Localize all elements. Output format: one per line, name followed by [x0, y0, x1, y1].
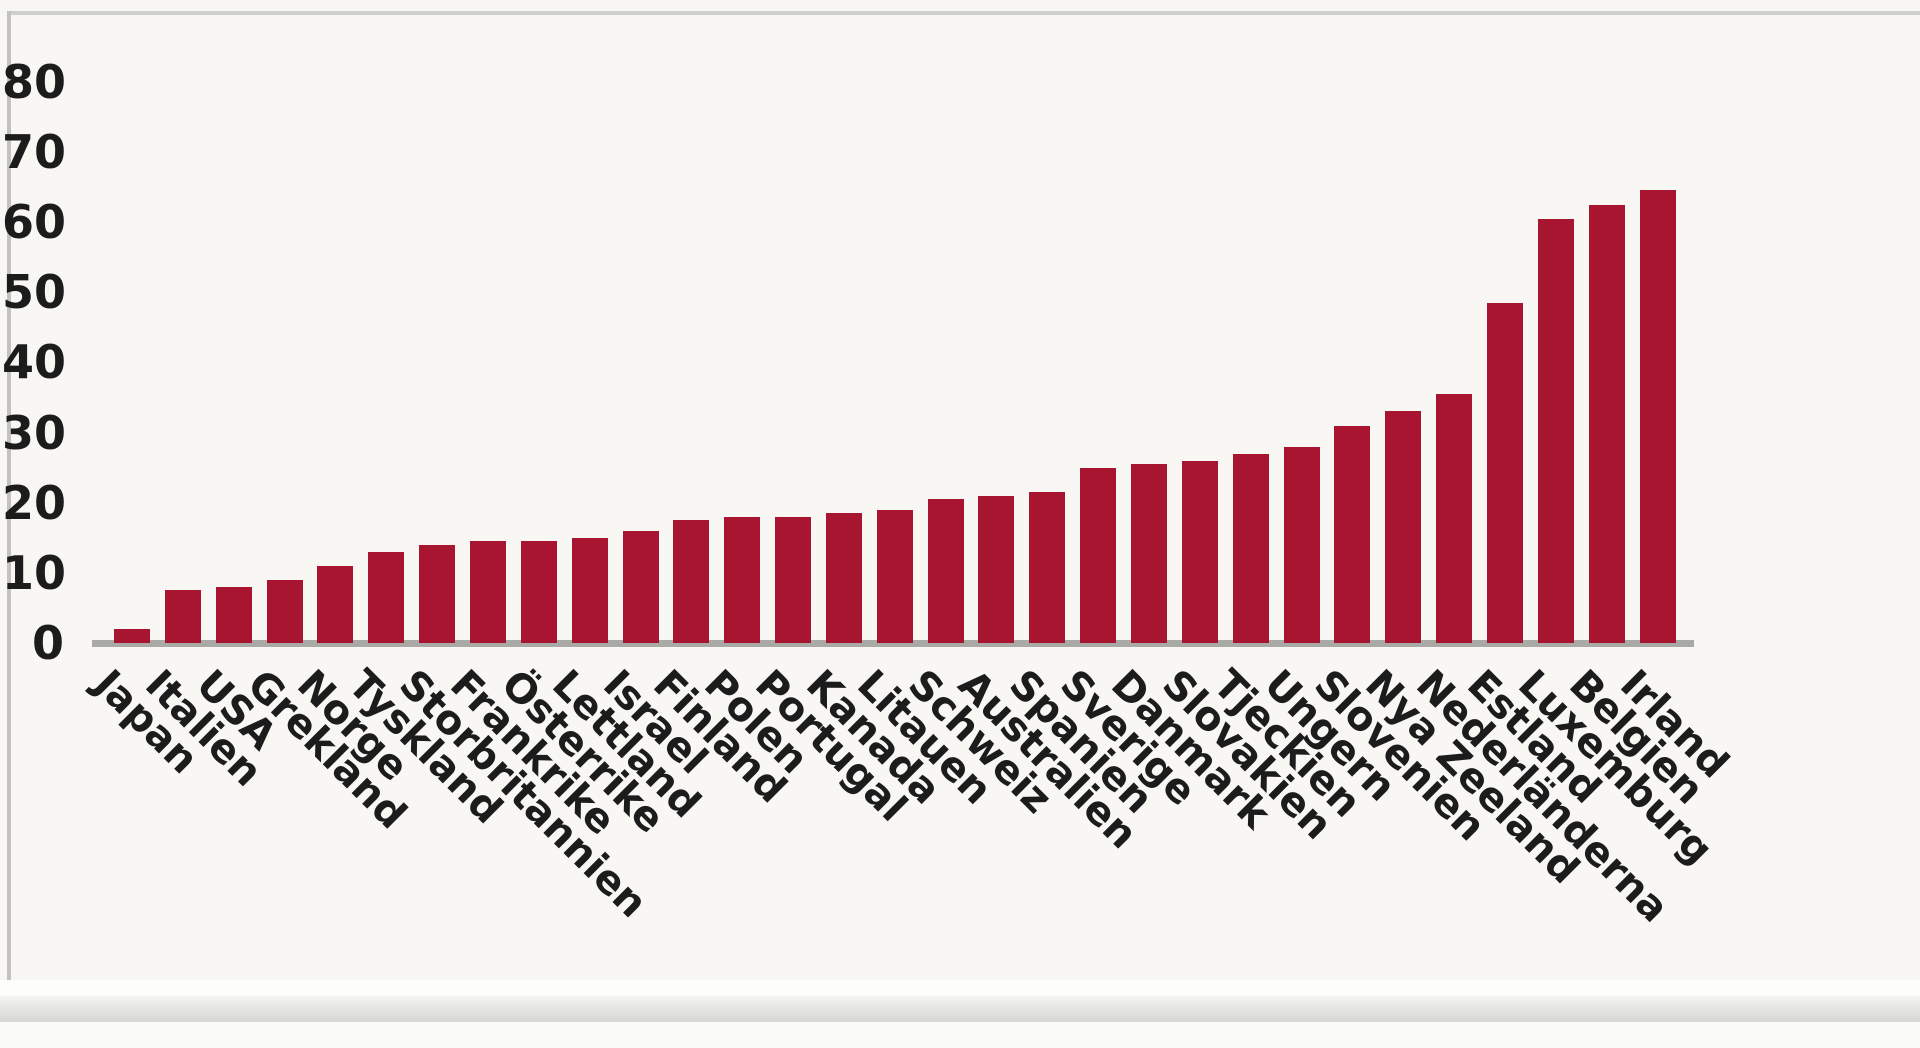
chart-panel: 0 10 20 30 40 50 60 70 80 Japan Italien USA Grekland… [0, 11, 1920, 1022]
bar [622, 530, 659, 643]
y-tick-label: 50 [2, 265, 67, 320]
bar [215, 586, 252, 643]
bar [673, 520, 710, 643]
y-tick-label: 30 [2, 405, 67, 460]
bottom-window-edge [0, 996, 1920, 1022]
bar [1131, 464, 1167, 643]
bar [1436, 393, 1473, 643]
bar [825, 513, 862, 643]
y-tick-label: 70 [2, 124, 67, 179]
y-tick-label: 60 [2, 195, 67, 250]
bar [1385, 411, 1422, 643]
y-tick-label: 10 [2, 545, 67, 600]
bar-chart-plot-area: 0 10 20 30 40 50 60 70 80 Japan Italien USA Grekland… [2, 54, 1737, 932]
bar [571, 537, 608, 643]
bar [1029, 492, 1066, 643]
bar [1639, 190, 1676, 643]
panel-border-left [7, 11, 11, 1011]
bar [1232, 453, 1269, 643]
x-axis-line [92, 640, 1694, 647]
bar [927, 499, 964, 643]
bar [1283, 446, 1320, 643]
bar [1537, 218, 1574, 643]
bottom-highlight-band [0, 980, 1920, 996]
y-tick-label: 20 [2, 475, 67, 530]
bar [164, 590, 201, 643]
bar [419, 544, 456, 643]
bar [775, 516, 812, 643]
y-tick-label: 0 [31, 616, 64, 670]
bar [1588, 204, 1625, 643]
y-tick-label: 40 [2, 335, 67, 390]
bar [1181, 460, 1218, 643]
bar [114, 628, 150, 643]
panel-border-top [8, 11, 1920, 15]
bar [978, 495, 1015, 643]
bar [469, 541, 506, 643]
bar [520, 541, 557, 643]
bar [1334, 425, 1371, 643]
bar [876, 509, 913, 643]
y-tick-label: 80 [2, 54, 67, 109]
bar [368, 551, 405, 643]
bar [1486, 302, 1523, 643]
bar [1080, 467, 1117, 643]
bar [266, 579, 303, 643]
bar [724, 516, 761, 643]
bar [317, 565, 354, 643]
